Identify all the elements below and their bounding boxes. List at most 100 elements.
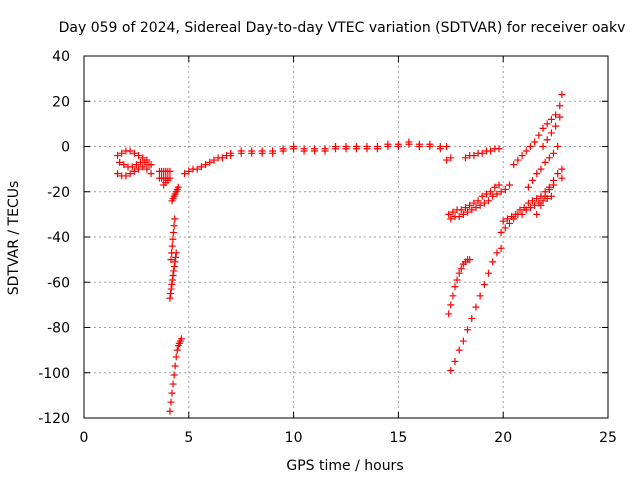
data-point [169,380,177,388]
data-point [114,170,122,178]
data-point [468,206,476,214]
data-point [451,283,459,291]
data-point [526,204,534,212]
data-point [466,201,474,209]
data-point [461,204,469,212]
x-tick-label: 10 [285,430,303,446]
data-point [445,310,453,318]
data-point [169,271,177,279]
data-point [290,145,298,153]
y-tick-label: -60 [47,275,70,291]
data-point [487,147,495,155]
data-point [550,149,558,157]
data-point [145,161,153,169]
data-point [332,145,340,153]
x-tick-label: 20 [494,430,512,446]
data-point [453,276,461,284]
y-tick-label: -40 [47,230,70,246]
data-point [541,192,549,200]
data-point [493,190,501,198]
data-point [459,210,467,218]
y-tick-label: 20 [52,94,70,110]
data-point [539,143,547,150]
data-point [143,165,151,173]
data-point [168,281,176,289]
data-point [505,219,513,227]
data-point [227,152,235,160]
data-point [457,206,465,214]
data-point [489,258,497,266]
data-point [535,131,543,139]
data-point [248,149,256,157]
data-point [518,210,526,218]
data-point [516,206,524,214]
y-tick-label: -100 [38,366,70,382]
data-point [533,195,541,203]
data-point [405,140,413,148]
data-point [218,154,226,162]
data-point [480,199,488,207]
data-point [342,145,350,153]
data-point [449,292,457,300]
data-point [526,143,534,150]
data-point [134,165,142,173]
data-point [497,188,505,196]
data-point [126,147,134,155]
data-point [541,158,549,166]
data-point [520,204,528,212]
data-point [459,337,467,345]
data-point [491,183,499,191]
data-point [499,217,507,225]
data-point [447,154,455,162]
data-point [550,176,558,184]
data-point [447,366,455,374]
data-point [237,149,245,157]
data-point [166,407,174,415]
data-point [537,165,545,173]
data-point [415,143,423,150]
data-point [552,111,560,119]
data-point [547,115,555,123]
data-point [547,192,555,200]
data-point [472,303,480,311]
data-point [495,181,503,189]
data-point [545,154,553,162]
data-point [202,161,210,169]
data-point [455,213,463,221]
x-tick-label: 15 [389,430,407,446]
data-point [545,185,553,193]
data-point [373,145,381,153]
data-point [476,201,484,209]
data-point [558,165,566,173]
data-point [167,398,175,406]
data-point [529,197,537,205]
data-point [164,176,172,184]
data-point [171,258,179,266]
x-tick-label: 25 [599,430,617,446]
y-tick-label: 40 [52,49,70,65]
data-point [539,124,547,132]
y-axis-label: SDTVAR / TECUs [6,181,22,296]
data-points [114,90,566,415]
data-point [482,190,490,198]
data-point [547,129,555,137]
data-point [478,192,486,200]
data-point [480,281,488,289]
data-point [300,147,308,155]
data-point [524,183,532,191]
data-point [472,204,480,212]
data-point [174,183,182,191]
data-point [167,285,175,293]
data-point [384,143,392,150]
data-point [436,145,444,153]
data-point [139,154,147,162]
data-point [552,122,560,130]
data-point [130,149,138,157]
data-point [210,156,218,164]
data-point [126,170,134,178]
data-point [185,167,193,175]
data-point [485,197,493,205]
data-point [533,210,541,218]
data-point [447,215,455,223]
